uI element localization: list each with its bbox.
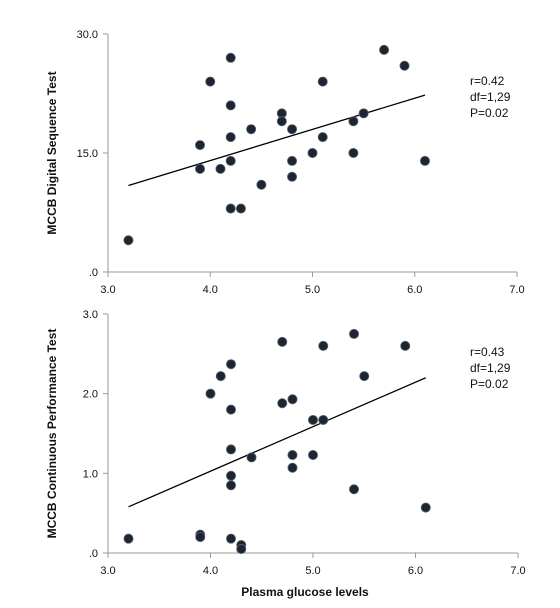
chart1-data-point [225, 100, 236, 111]
chart2-x-tick-label: 4.0 [203, 565, 218, 577]
chart1-y-tick-label: 15.0 [77, 148, 98, 160]
chart1-data-point [287, 155, 298, 166]
chart2-stat-annotation: df=1,29 [470, 361, 511, 375]
chart1-data-point [348, 147, 359, 158]
chart1-data-point [235, 203, 246, 214]
chart2-data-point [307, 450, 318, 461]
chart1-data-point [419, 155, 430, 166]
chart1-data-point [379, 44, 390, 55]
chart1-x-tick-label: 5.0 [305, 284, 320, 296]
chart2-data-point [225, 533, 236, 544]
chart2-data-point [277, 336, 288, 347]
chart2-data-point [246, 452, 257, 463]
chart2-data-point [225, 480, 236, 491]
chart2-y-tick-label: 3.0 [83, 309, 98, 321]
chart1-data-point [399, 60, 410, 71]
chart2-data-point [225, 470, 236, 481]
chart2-data-point [287, 450, 298, 461]
chart1-data-point [123, 235, 134, 246]
chart1-y-tick-label: .0 [89, 267, 98, 279]
chart2-data-point [236, 544, 247, 555]
chart2-data-point [348, 484, 359, 495]
chart1-data-point [215, 163, 226, 174]
chart2-data-point [420, 502, 431, 513]
chart1-data-point [358, 108, 369, 119]
chart2-data-point [123, 533, 134, 544]
chart2-data-point [225, 359, 236, 370]
chart1-data-point [195, 163, 206, 174]
chart2-data-point [318, 414, 329, 425]
chart2-data-point [225, 404, 236, 415]
chart2-y-tick-label: .0 [89, 548, 98, 560]
chart1-data-point [287, 171, 298, 182]
chart2-x-tick-label: 7.0 [510, 565, 525, 577]
chart1-y-tick-label: 30.0 [77, 29, 98, 41]
chart2-stat-annotation: r=0.43 [470, 345, 505, 359]
chart1-stat-annotation: P=0.02 [470, 106, 509, 120]
chart2-stat-annotation: P=0.02 [470, 377, 509, 391]
chart2-y-tick-label: 2.0 [83, 389, 98, 401]
chart2-data-point [287, 462, 298, 473]
chart1-data-point [195, 140, 206, 151]
chart2-data-point [400, 340, 411, 351]
chart1-y-axis-label: MCCB Digital Sequence Test [45, 71, 59, 234]
chart2-x-axis-label: Plasma glucose levels [241, 585, 369, 599]
chart1-x-tick-label: 6.0 [407, 284, 422, 296]
chart1-trendline [128, 94, 426, 187]
chart2-x-tick-label: 3.0 [100, 565, 115, 577]
chart1-data-point [307, 147, 318, 158]
chart2-data-point [195, 532, 206, 543]
chart2-data-point [287, 394, 298, 405]
chart2-data-point [215, 371, 226, 382]
chart1-data-point [348, 116, 359, 127]
chart1-x-tick-label: 3.0 [100, 284, 115, 296]
chart1-data-point [246, 124, 257, 135]
chart2-data-point [225, 444, 236, 455]
chart1-data-point [225, 155, 236, 166]
chart1-data-point [317, 132, 328, 143]
chart1-data-point [317, 76, 328, 87]
chart1-x-tick-label: 7.0 [509, 284, 524, 296]
chart1-data-point [205, 76, 216, 87]
chart1-data-point [276, 116, 287, 127]
chart1-data-point [225, 132, 236, 143]
chart1-data-point [287, 124, 298, 135]
chart2-y-axis-label: MCCB Continuous Performance Test [45, 329, 59, 539]
chart2-data-point [277, 398, 288, 409]
chart2-x-tick-label: 6.0 [408, 565, 423, 577]
chart2-trendline [128, 377, 427, 508]
chart1-data-point [225, 52, 236, 63]
chart1-stat-annotation: r=0.42 [470, 74, 505, 88]
chart2-data-point [205, 388, 216, 399]
chart2-data-point [348, 328, 359, 339]
chart2-data-point [318, 340, 329, 351]
chart2-x-tick-label: 5.0 [305, 565, 320, 577]
chart1-data-point [225, 203, 236, 214]
chart1-data-point [256, 179, 267, 190]
chart2-data-point [359, 371, 370, 382]
chart2-y-tick-label: 1.0 [83, 468, 98, 480]
chart1-x-tick-label: 4.0 [203, 284, 218, 296]
chart2-data-point [307, 414, 318, 425]
chart1-stat-annotation: df=1,29 [470, 90, 511, 104]
